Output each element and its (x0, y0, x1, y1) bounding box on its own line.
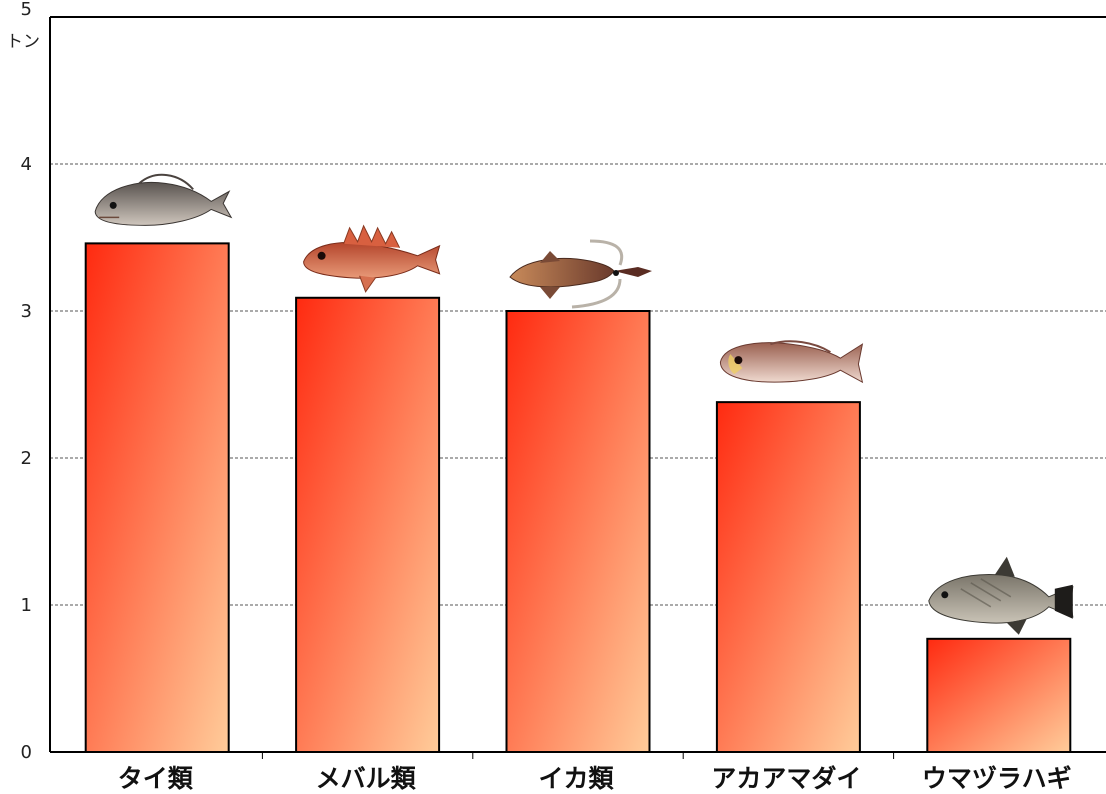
category-label: ウマヅラハギ (922, 764, 1072, 793)
y-tick-label: 2 (21, 448, 32, 469)
bars (84, 242, 1072, 753)
bar (715, 401, 861, 753)
axes (49, 16, 1106, 759)
category-label: アカアマダイ (711, 764, 861, 793)
bar (84, 242, 230, 753)
filefish-icon (928, 556, 1074, 635)
squid-icon (509, 239, 652, 309)
y-axis-ticks: 0 1 2 3 4 5 (21, 0, 32, 763)
rockfish-icon (303, 224, 441, 293)
y-tick-label: 4 (21, 154, 32, 175)
bar (295, 296, 441, 753)
sea-bream-icon (94, 173, 233, 226)
y-axis-unit-label: トン (6, 32, 40, 52)
fish-icons (94, 173, 1074, 635)
category-label: イカ類 (538, 764, 614, 793)
y-tick-label: 1 (21, 595, 32, 616)
bar (926, 637, 1072, 753)
category-label: タイ類 (118, 764, 194, 793)
category-labels: タイ類 メバル類 イカ類 アカアマダイ ウマヅラハギ (118, 764, 1072, 793)
y-tick-label: 3 (21, 301, 32, 322)
category-label: メバル類 (316, 764, 417, 793)
y-tick-label: 0 (21, 742, 32, 763)
y-tick-label: 5 (21, 0, 32, 20)
bar (505, 310, 651, 753)
tilefish-icon (719, 340, 864, 384)
